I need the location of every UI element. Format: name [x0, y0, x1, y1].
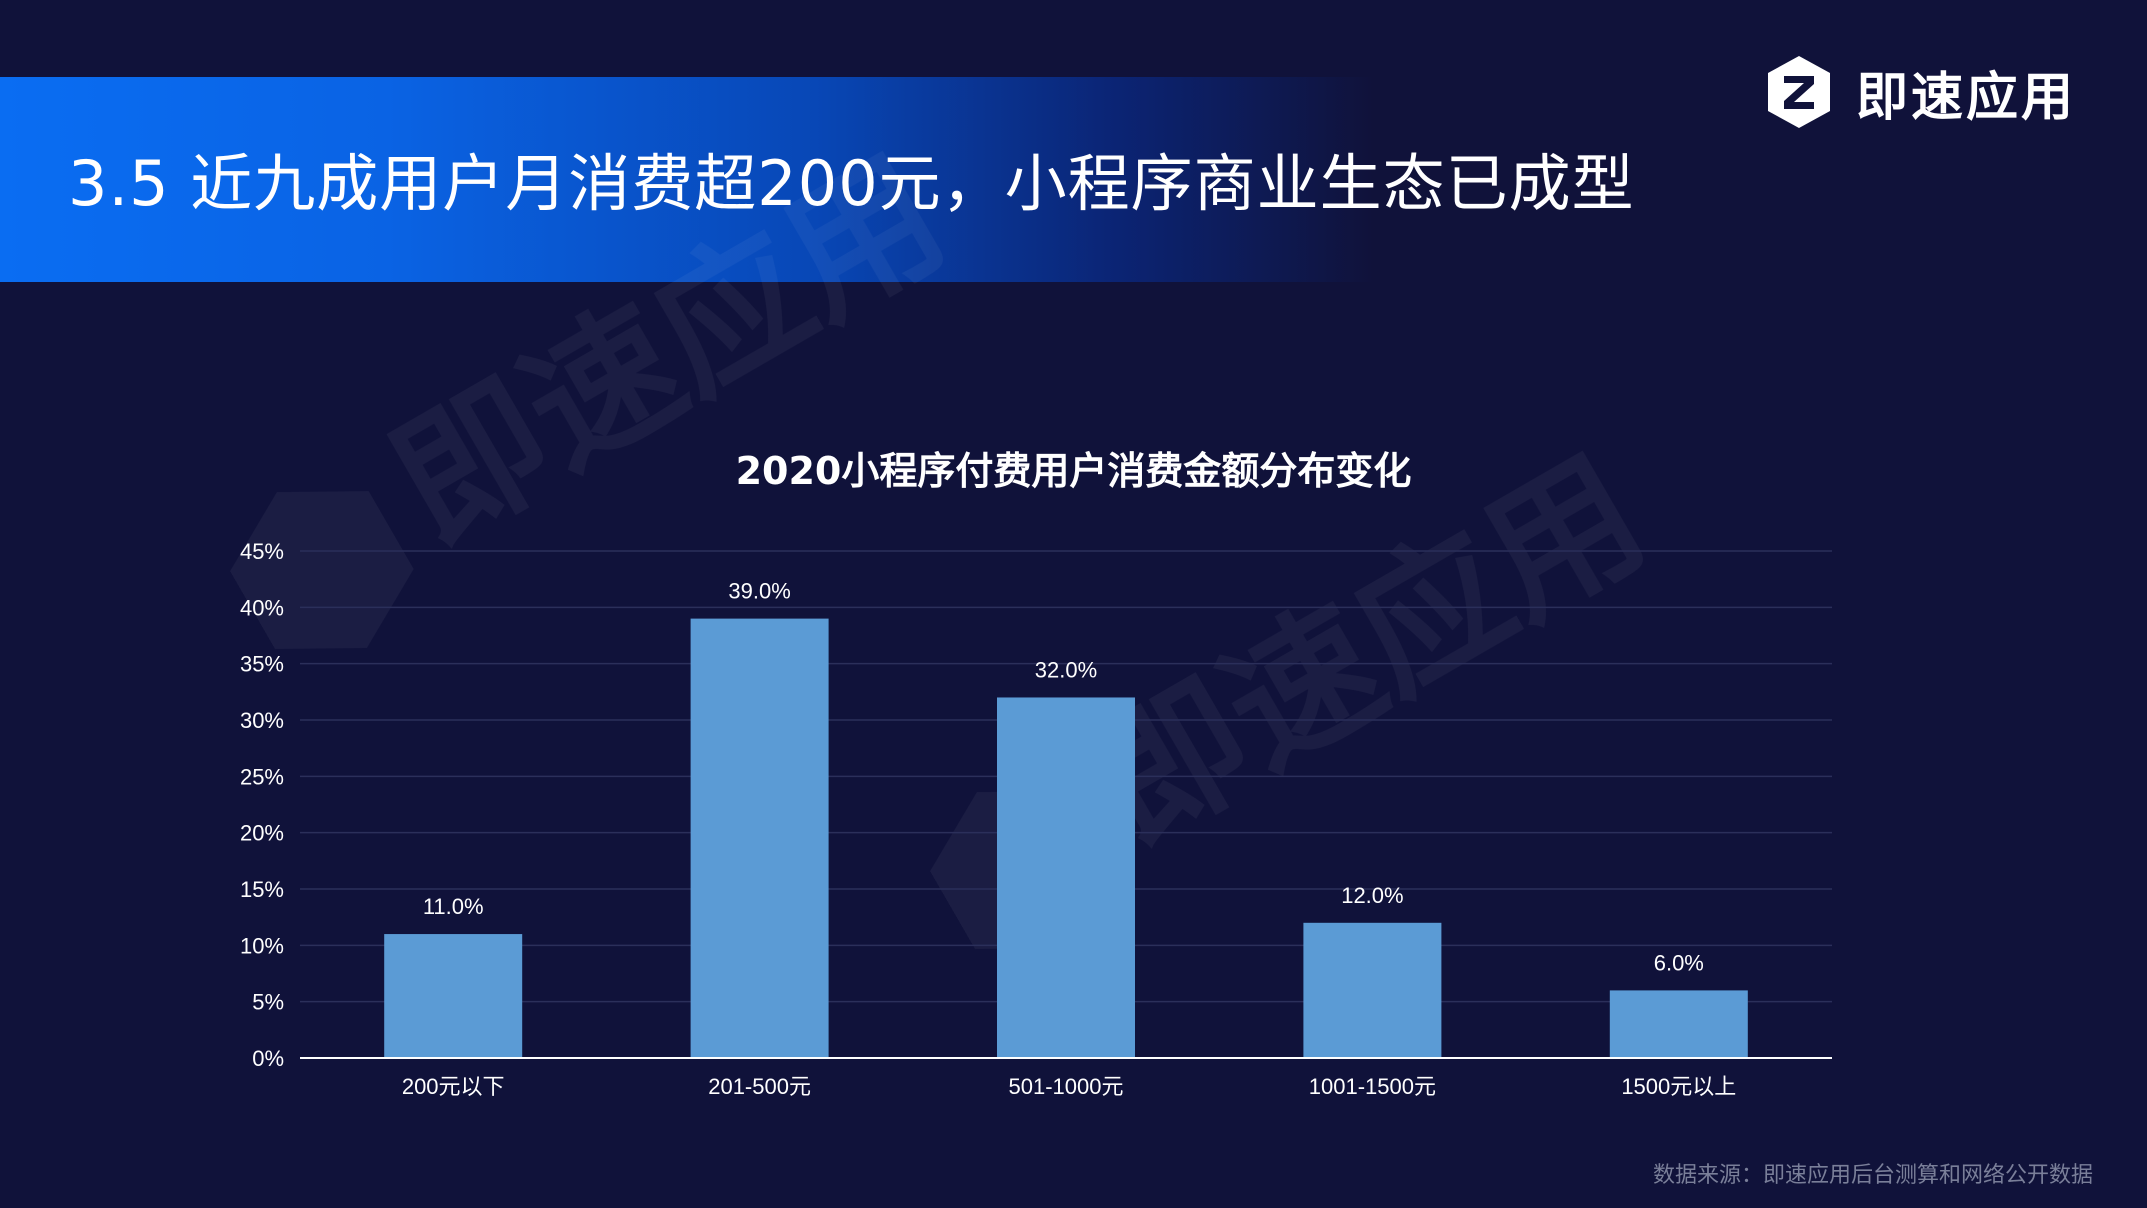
- brand-name: 即速应用: [1856, 67, 2077, 128]
- chart-title: 2020小程序付费用户消费金额分布变化: [735, 449, 1412, 493]
- data-label: 32.0%: [1035, 657, 1097, 682]
- bar: [1609, 990, 1748, 1058]
- y-tick-label: 30%: [240, 708, 284, 733]
- source-note: 数据来源：即速应用后台测算和网络公开数据: [1652, 1163, 2093, 1188]
- y-axis-ticks: 0% 5% 10% 15% 20% 25% 30% 35% 40% 45%: [240, 539, 284, 1071]
- x-tick-label: 1001-1500元: [1309, 1074, 1436, 1099]
- bar: [690, 618, 829, 1058]
- data-label: 12.0%: [1341, 883, 1403, 908]
- x-axis-ticks: 200元以下 201-500元 501-1000元 1001-1500元 1500元以上: [402, 1074, 1736, 1099]
- x-tick-label: 501-1000元: [1009, 1074, 1124, 1099]
- page-title: 3.5 近九成用户月消费超200元，小程序商业生态已成型: [68, 147, 1635, 220]
- brand-logo-icon: [1768, 56, 1830, 128]
- bars: [384, 618, 1748, 1058]
- x-tick-label: 200元以下: [402, 1074, 505, 1099]
- y-tick-label: 25%: [240, 764, 284, 789]
- y-tick-label: 10%: [240, 933, 284, 958]
- y-tick-label: 45%: [240, 539, 284, 564]
- brand-logo: 即速应用: [1764, 54, 2076, 130]
- data-labels: 11.0% 39.0% 32.0% 12.0% 6.0%: [423, 579, 1704, 976]
- y-tick-label: 40%: [240, 595, 284, 620]
- y-tick-label: 20%: [240, 821, 284, 846]
- y-tick-label: 5%: [252, 990, 284, 1015]
- data-label: 39.0%: [728, 579, 790, 604]
- x-tick-label: 201-500元: [708, 1074, 811, 1099]
- y-tick-label: 35%: [240, 652, 284, 677]
- bar: [1303, 922, 1442, 1058]
- bar: [997, 697, 1135, 1058]
- bar: [384, 934, 523, 1058]
- data-label: 6.0%: [1654, 950, 1704, 975]
- data-label: 11.0%: [423, 894, 484, 919]
- x-tick-label: 1500元以上: [1621, 1074, 1736, 1099]
- y-tick-label: 0%: [252, 1046, 284, 1071]
- y-tick-label: 15%: [240, 877, 284, 902]
